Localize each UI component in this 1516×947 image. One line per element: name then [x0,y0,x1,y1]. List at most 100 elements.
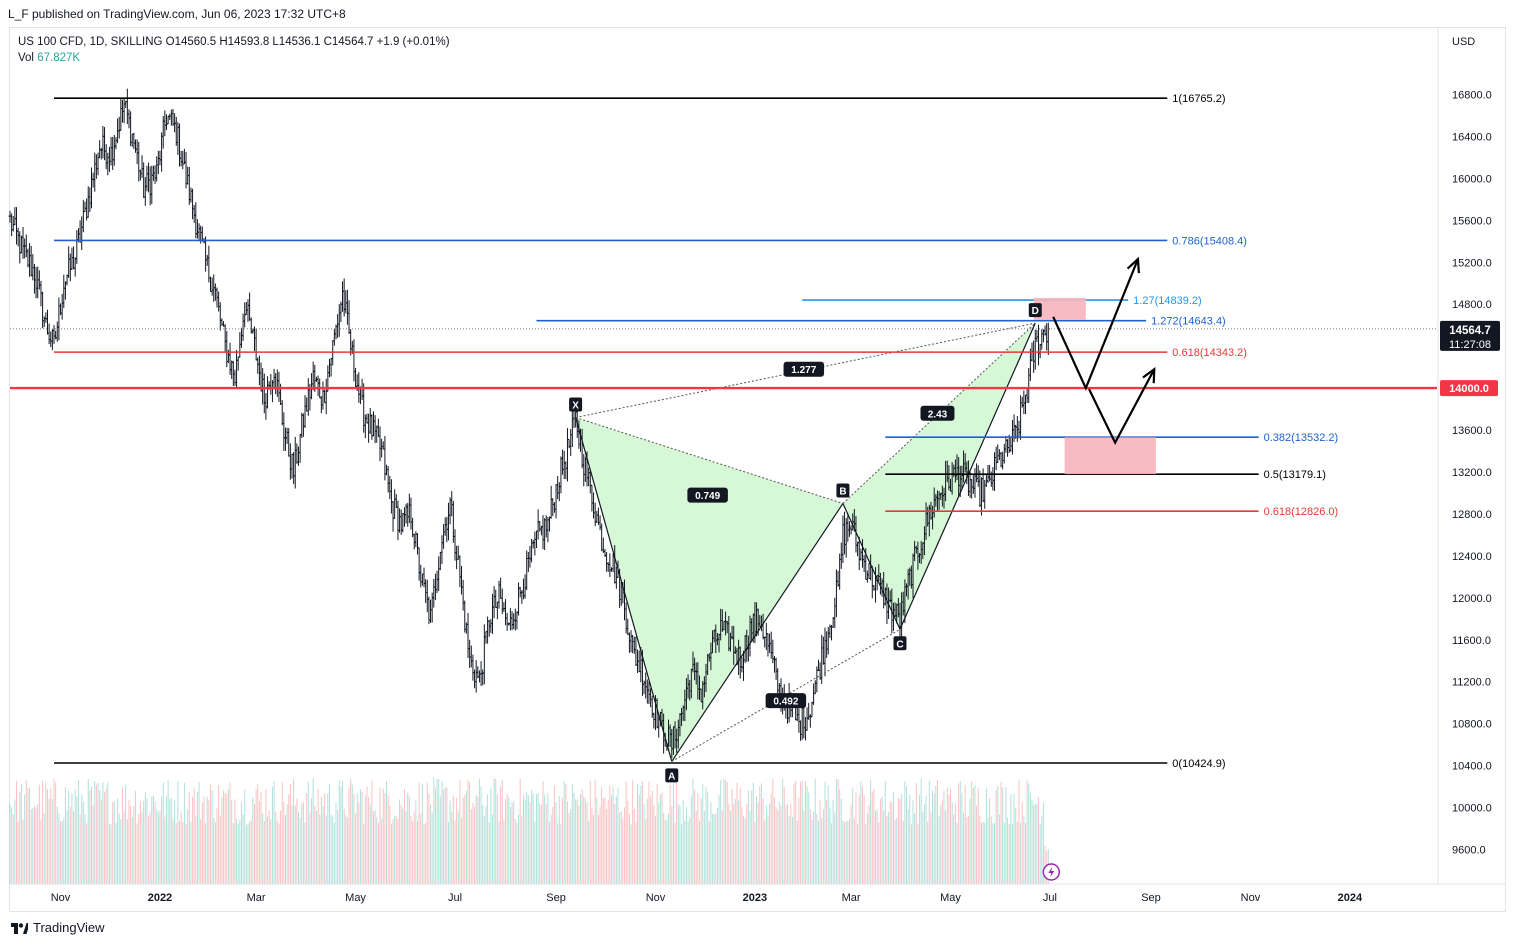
ohlc-bar [398,508,402,533]
volume-bar [886,816,888,884]
volume-bar [242,814,244,884]
ohlc-bar [272,368,276,389]
ohlc-bar [766,633,770,657]
volume-bar [695,811,697,884]
volume-bar [558,795,560,884]
harmonic-leg [671,503,844,762]
volume-bar [58,813,60,884]
ohlc-bar [137,141,141,182]
volume-bar [286,804,288,884]
ohlc-bar [239,327,243,348]
ohlc-bar [1015,416,1019,442]
volume-bar [857,823,859,884]
ohlc-bar [194,202,198,239]
ohlc-bar [49,331,53,348]
volume-bar [275,811,277,884]
price-tick-label: 13200.0 [1452,467,1492,479]
volume-bar [465,790,467,884]
volume-bar [267,816,269,884]
volume-bar [674,823,676,884]
harmonic-point-c[interactable]: C [893,636,907,651]
time-tick-label: Nov [646,892,666,904]
projection-arrow-up[interactable] [1052,258,1139,391]
ohlc-bar [606,562,610,572]
volume-bar [861,786,863,884]
target-zone-box[interactable] [1064,437,1156,475]
volume-bar [447,822,449,884]
volume-bar [524,799,526,884]
volume-bar [790,803,792,884]
volume-bar [708,821,710,884]
volume-bar [566,801,568,884]
ohlc-bar [44,312,48,323]
volume-bar [379,787,381,884]
volume-bar [938,816,940,884]
ohlc-bar [178,123,182,167]
ohlc-bar [841,515,845,563]
ohlc-bar [512,613,516,630]
ohlc-bar [373,415,377,444]
volume-bar [739,787,741,884]
price-axis[interactable] [1438,28,1505,884]
ohlc-bar [73,257,77,277]
ohlc-bar [862,554,866,573]
harmonic-point-x[interactable]: X [569,397,583,412]
volume-bar [374,810,376,884]
volume-bar [421,784,423,884]
harmonic-point-a[interactable]: A [665,768,679,783]
ohlc-bar [153,165,157,184]
volume-bar [576,799,578,884]
time-tick-label: Sep [546,892,566,904]
ohlc-bar [140,155,144,178]
volume-bar [351,784,353,884]
ohlc-bar [98,140,102,159]
volume-bar [852,788,854,884]
volume-bar [653,804,655,884]
volume-bar [532,793,534,884]
volume-bar [801,781,803,884]
ohlc-bar [231,360,235,386]
volume-bar [654,816,656,884]
volume-bar [596,797,598,884]
volume-bar [752,782,754,884]
volume-bar [1011,823,1013,884]
volume-bar [53,778,55,884]
volume-bar [454,820,456,884]
footer-brand[interactable]: TradingView [10,920,105,935]
ohlc-bar [300,412,304,439]
volume-bar [420,813,422,884]
volume-bar [671,806,673,884]
volume-bar [188,792,190,884]
projection-arrow-second[interactable] [1088,368,1156,446]
ohlc-bar [396,500,400,541]
volume-bar [366,786,368,884]
ohlc-bar [810,701,814,718]
ohlc-bar [292,452,296,485]
volume-bar [976,805,978,884]
target-zone-box[interactable] [1033,297,1086,320]
volume-bar [412,821,414,884]
volume-bar [935,785,937,884]
harmonic-point-b[interactable]: B [836,483,850,498]
harmonic-point-d[interactable]: D [1028,303,1042,318]
time-tick-label: May [940,892,961,904]
volume-bar [139,801,141,884]
fib-level-label: 0.382(13532.2) [1264,432,1339,444]
ohlc-bar [598,515,602,531]
volume-bar [609,785,611,884]
ohlc-bar [843,511,847,555]
event-lightning-icon[interactable] [1042,863,1061,881]
volume-bar [177,781,179,884]
time-tick-label: May [345,892,366,904]
volume-bar [646,798,648,884]
ohlc-bar [443,517,447,536]
ohlc-bar [41,291,45,329]
ohlc-bar [740,656,744,673]
volume-bar [141,812,143,884]
volume-bar [625,781,627,884]
volume-bar [136,823,138,884]
ohlc-bar [799,720,803,741]
volume-bar [914,813,916,884]
volume-bar [610,795,612,884]
